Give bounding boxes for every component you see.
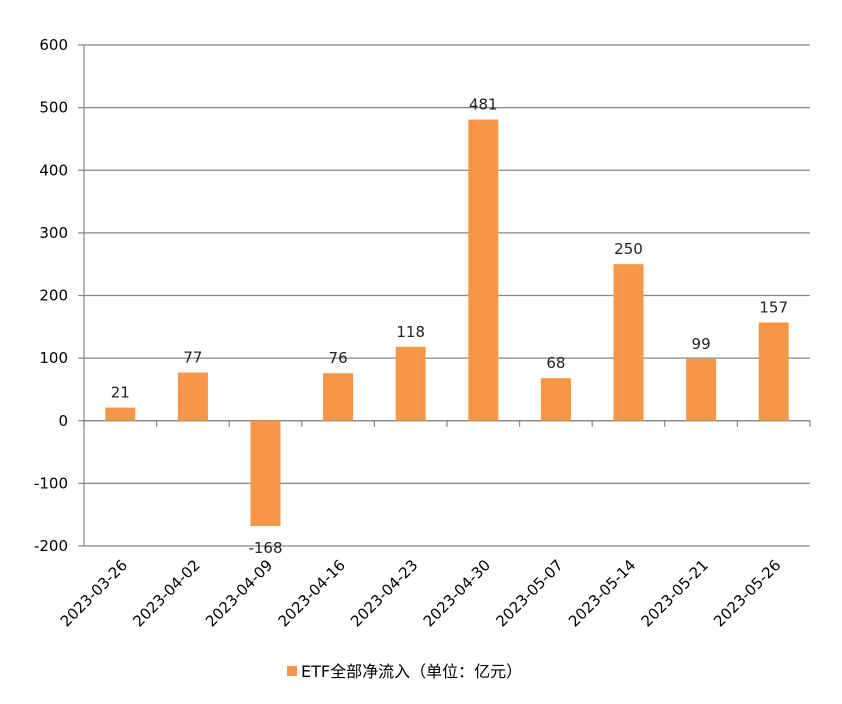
x-tick-label: 2023-05-07 <box>492 556 566 630</box>
bar-2023-05-26 <box>758 322 789 421</box>
x-tick-label: 2023-05-14 <box>565 556 639 630</box>
x-tick-label: 2023-04-02 <box>129 556 203 630</box>
bar-2023-04-16 <box>323 373 354 421</box>
data-label: 77 <box>183 349 202 367</box>
y-tick-label: 400 <box>39 161 68 179</box>
bar-2023-05-07 <box>540 378 571 421</box>
y-tick-label: 0 <box>58 412 68 430</box>
y-tick-label: -100 <box>34 474 68 492</box>
x-tick-label: 2023-05-26 <box>710 556 784 630</box>
bar-2023-03-26 <box>105 407 136 421</box>
legend-swatch <box>287 666 297 676</box>
data-label: -168 <box>248 539 282 557</box>
data-label: 250 <box>614 240 643 258</box>
y-tick-label: -200 <box>34 537 68 555</box>
bar-2023-04-09 <box>250 420 281 526</box>
x-tick-label: 2023-04-16 <box>275 556 349 630</box>
bar-2023-04-23 <box>395 346 426 421</box>
bar-2023-05-21 <box>686 358 717 421</box>
data-label: 118 <box>396 323 425 341</box>
y-tick-label: 100 <box>39 349 68 367</box>
data-label: 76 <box>329 349 348 367</box>
bar-2023-05-14 <box>613 264 644 421</box>
x-tick-label: 2023-05-21 <box>638 556 712 630</box>
data-label: 481 <box>469 96 498 114</box>
y-tick-label: 500 <box>39 99 68 117</box>
y-tick-label: 600 <box>39 36 68 54</box>
data-label: 157 <box>759 298 788 316</box>
bar-2023-04-02 <box>177 372 208 421</box>
x-tick-label: 2023-04-23 <box>347 556 421 630</box>
x-tick-label: 2023-04-09 <box>202 556 276 630</box>
data-label: 68 <box>546 354 565 372</box>
data-label: 21 <box>111 384 130 402</box>
bar-2023-04-30 <box>468 119 499 421</box>
data-label: 99 <box>692 335 711 353</box>
y-tick-label: 300 <box>39 224 68 242</box>
x-tick-label: 2023-04-30 <box>420 556 494 630</box>
y-tick-label: 200 <box>39 287 68 305</box>
legend-label: ETF全部净流入（单位：亿元） <box>301 662 522 681</box>
x-tick-label: 2023-03-26 <box>57 556 131 630</box>
